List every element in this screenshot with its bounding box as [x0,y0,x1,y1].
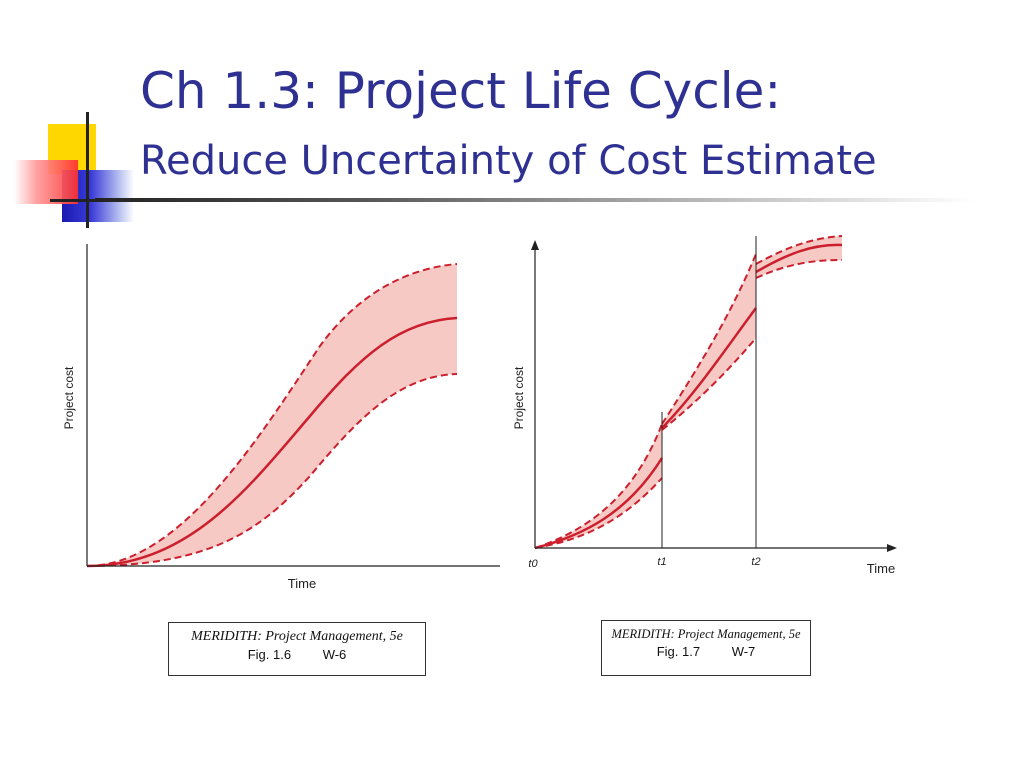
upper-bound-2 [661,253,757,425]
slide-title: Ch 1.3: Project Life Cycle: [140,62,782,120]
decor-vertical-line [86,112,89,228]
x-axis-label: Time [288,576,316,591]
left-caption: MERIDITH: Project Management, 5e Fig. 1.… [168,622,426,676]
caption-figure: Fig. 1.6 [247,647,292,662]
caption-code: W-6 [322,647,347,662]
x-axis-label: Time [867,561,895,576]
decor-red-square [14,160,78,204]
lower-bound-2 [661,337,757,431]
caption-figure-line: Fig. 1.7 W-7 [602,644,810,659]
caption-source: MERIDITH: Project Management, 5e [191,629,403,644]
slide-subtitle: Reduce Uncertainty of Cost Estimate [140,138,877,184]
caption-figure: Fig. 1.7 [656,644,701,659]
x-axis-arrow [887,544,897,552]
caption-figure-line: Fig. 1.6 W-6 [169,647,425,662]
y-axis-arrow [531,240,539,250]
tick-t0: t0 [528,558,538,570]
tick-t2: t2 [751,556,760,568]
caption-code: W-7 [731,644,756,659]
upper-bound-3 [755,235,843,265]
right-chart: Project cost Time t0 t1 t2 [512,235,897,576]
lower-bound-3 [755,259,843,279]
estimate-3 [755,243,843,274]
estimate-1 [534,457,664,550]
uncertainty-band [87,264,457,566]
y-axis-label: Project cost [62,366,76,429]
caption-source: MERIDITH: Project Management, 5e [611,627,801,641]
upper-bound-curve [86,263,458,567]
right-caption: MERIDITH: Project Management, 5e Fig. 1.… [601,620,811,676]
y-axis-label: Project cost [512,366,526,429]
title-underline [95,198,975,202]
estimate-curve [86,316,458,568]
left-chart: Project cost Time [62,244,500,591]
lower-bound-curve [86,373,458,567]
band-segment-2 [662,254,756,430]
upper-bound-1 [534,423,663,549]
tick-t1: t1 [657,556,666,568]
decor-horizontal-line [50,199,98,202]
estimate-2 [661,307,758,429]
